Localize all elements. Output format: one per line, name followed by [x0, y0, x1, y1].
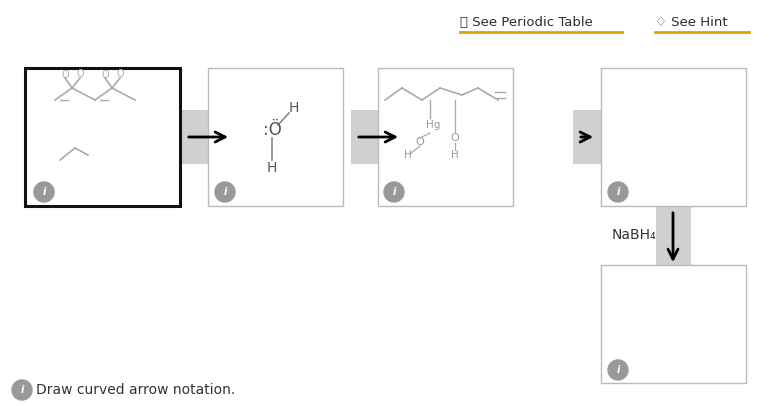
- Bar: [378, 68, 513, 206]
- Text: i: i: [392, 187, 396, 197]
- Text: Hg: Hg: [426, 120, 440, 130]
- Text: :Ö: :Ö: [263, 121, 281, 139]
- Text: ♢ See Hint: ♢ See Hint: [655, 15, 727, 28]
- Text: i: i: [42, 187, 45, 197]
- Bar: [573, 110, 628, 164]
- Bar: [601, 265, 746, 383]
- Bar: [181, 110, 236, 164]
- Circle shape: [608, 182, 628, 202]
- Text: H: H: [451, 150, 459, 160]
- Bar: [25, 68, 180, 206]
- Text: O: O: [62, 70, 68, 80]
- Circle shape: [384, 182, 404, 202]
- Text: H: H: [289, 101, 299, 115]
- Text: NaBH₄: NaBH₄: [612, 228, 657, 242]
- Text: O: O: [116, 69, 124, 79]
- Text: O: O: [415, 137, 424, 147]
- Bar: [351, 110, 406, 164]
- Circle shape: [34, 182, 54, 202]
- Bar: [656, 205, 691, 267]
- Bar: [208, 68, 343, 206]
- Text: Draw curved arrow notation.: Draw curved arrow notation.: [36, 383, 235, 397]
- Circle shape: [12, 380, 32, 400]
- Text: H: H: [404, 150, 412, 160]
- Text: ⌶ See Periodic Table: ⌶ See Periodic Table: [460, 15, 593, 28]
- Bar: [601, 68, 746, 206]
- Text: i: i: [223, 187, 227, 197]
- Text: O: O: [76, 69, 84, 79]
- Text: O: O: [451, 133, 459, 143]
- Text: i: i: [616, 365, 620, 375]
- Text: i: i: [616, 187, 620, 197]
- Text: i: i: [20, 385, 24, 395]
- Circle shape: [608, 360, 628, 380]
- Circle shape: [215, 182, 235, 202]
- Text: O: O: [102, 70, 108, 80]
- Text: H: H: [267, 161, 277, 175]
